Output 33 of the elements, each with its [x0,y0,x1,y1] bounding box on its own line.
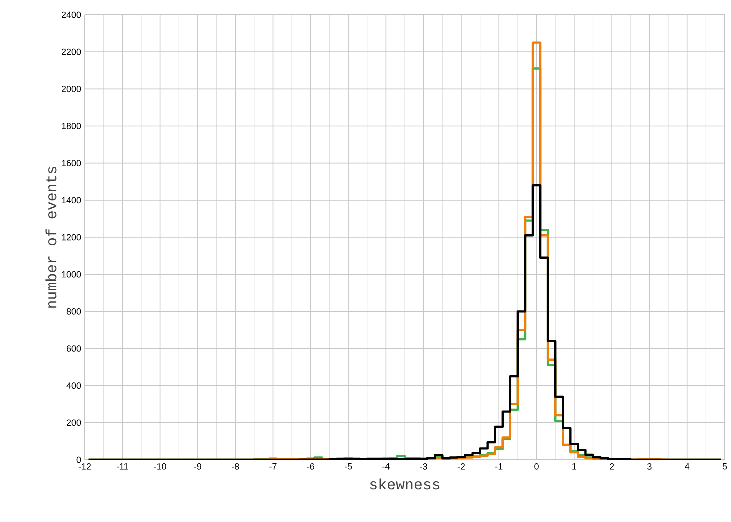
y-tick-label: 600 [66,346,82,352]
x-tick-label: -1 [496,464,503,470]
x-tick-label: 5 [722,464,728,470]
x-tick-label: 4 [685,464,690,470]
x-tick-label: -4 [382,464,390,470]
y-tick-label: 2200 [62,48,82,56]
y-tick-label: 1600 [62,160,82,167]
y-tick-label: 200 [66,420,82,426]
x-tick-label: -11 [116,464,128,470]
x-tick-label: -5 [344,464,352,470]
x-tick-label: -8 [232,464,240,470]
y-tick-label: 0 [76,456,82,464]
x-tick-label: 3 [648,464,652,470]
y-tick-label: 1000 [62,271,82,278]
x-tick-label: -2 [458,464,466,470]
x-tick-label: -3 [420,464,428,470]
x-tick-label: -6 [307,464,314,470]
x-tick-label: -9 [194,464,202,470]
x-axis-title: skewness [370,478,440,490]
y-tick-label: 1400 [62,197,82,204]
x-tick-label: 2 [610,464,614,470]
y-tick-label: 2000 [62,86,82,92]
x-tick-label: -10 [154,464,166,470]
y-tick-label: 1800 [62,123,82,130]
y-tick-label: 400 [66,382,82,390]
y-tick-label: 2400 [62,12,82,18]
x-tick-label: 0 [534,464,539,470]
y-tick-label: 800 [66,308,82,315]
y-tick-label: 1200 [62,234,82,241]
x-tick-label: -12 [78,464,92,470]
y-axis-title: number of events [46,167,57,308]
x-tick-label: 1 [572,464,576,470]
x-tick-label: -7 [270,464,277,470]
